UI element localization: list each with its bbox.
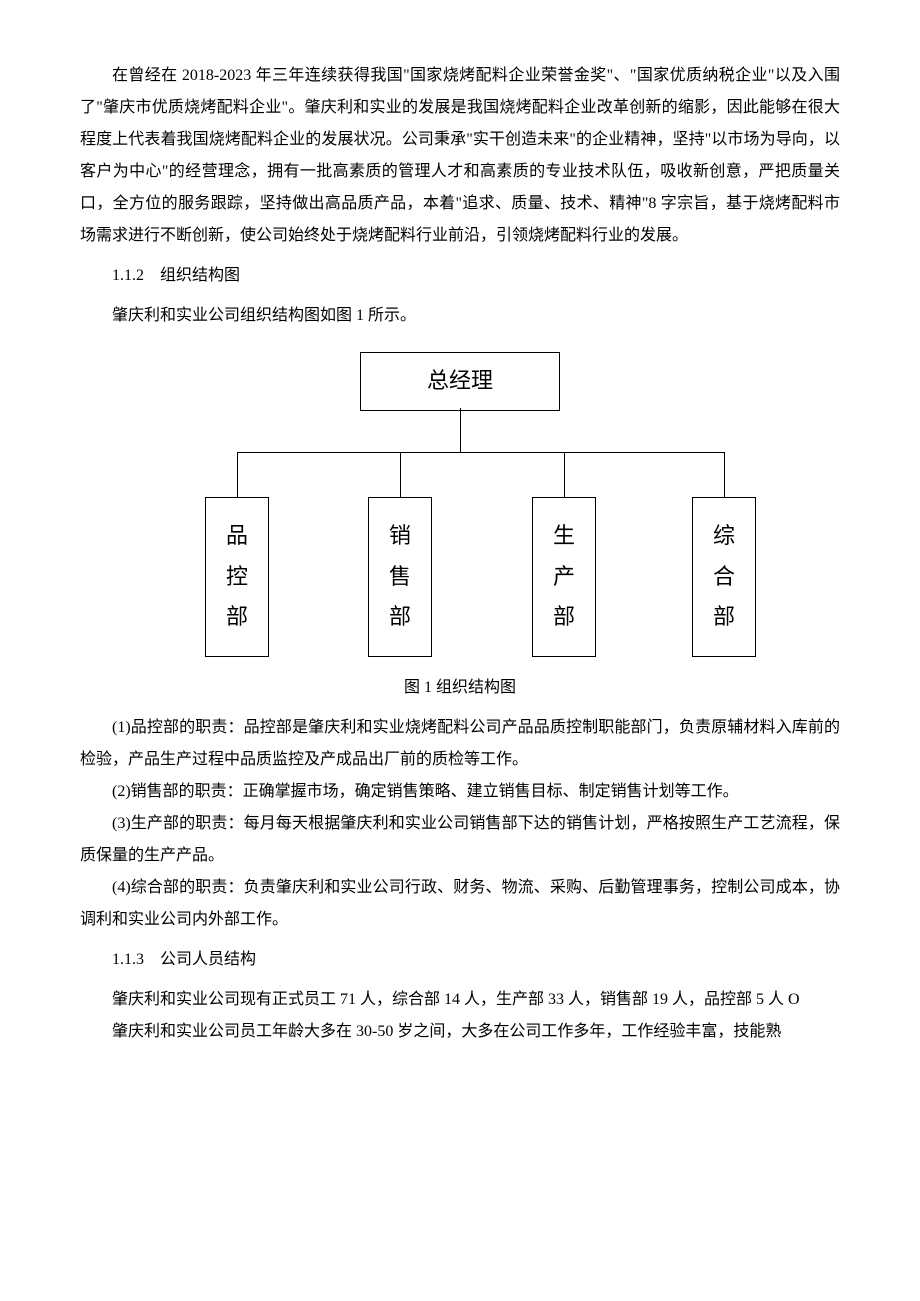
responsibility-4: (4)综合部的职责：负责肇庆利和实业公司行政、财务、物流、采购、后勤管理事务，控…: [80, 872, 840, 936]
section-heading-113: 1.1.3 公司人员结构: [80, 944, 840, 976]
responsibility-3: (3)生产部的职责：每月每天根据肇庆利和实业公司销售部下达的销售计划，严格按照生…: [80, 808, 840, 872]
paragraph-org-intro: 肇庆利和实业公司组织结构图如图 1 所示。: [80, 300, 840, 332]
section-heading-112: 1.1.2 组织结构图: [80, 260, 840, 292]
org-node-dept-3: 生产部: [532, 497, 596, 657]
responsibility-2: (2)销售部的职责：正确掌握市场，确定销售策略、建立销售目标、制定销售计划等工作…: [80, 776, 840, 808]
org-node-dept-4: 综合部: [692, 497, 756, 657]
paragraph-staff-2: 肇庆利和实业公司员工年龄大多在 30-50 岁之间，大多在公司工作多年，工作经验…: [80, 1016, 840, 1048]
org-node-dept-2: 销售部: [368, 497, 432, 657]
org-node-top: 总经理: [360, 352, 560, 411]
paragraph-staff-1: 肇庆利和实业公司现有正式员工 71 人，综合部 14 人，生产部 33 人，销售…: [80, 984, 840, 1016]
responsibility-1: (1)品控部的职责：品控部是肇庆利和实业烧烤配料公司产品品质控制职能部门，负责原…: [80, 712, 840, 776]
org-node-dept-1: 品控部: [205, 497, 269, 657]
org-chart: 总经理 品控部销售部生产部综合部: [170, 352, 750, 662]
figure-caption: 图 1 组织结构图: [80, 672, 840, 704]
paragraph-intro: 在曾经在 2018-2023 年三年连续获得我国"国家烧烤配料企业荣誉金奖"、"…: [80, 60, 840, 252]
